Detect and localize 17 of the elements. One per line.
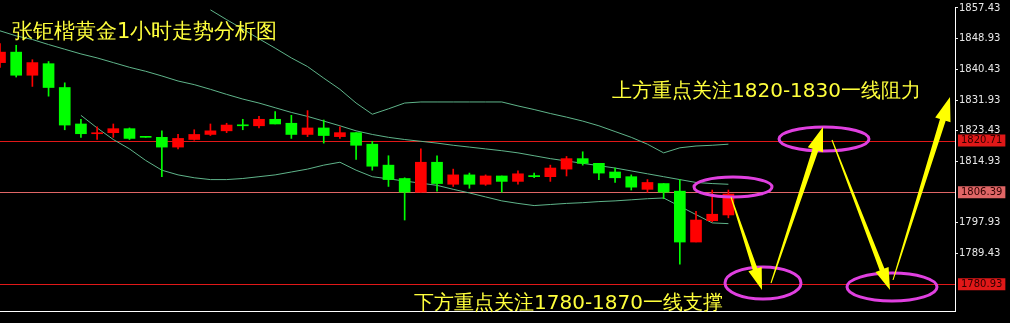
y-tick-label: 1823.43 [959,124,1001,136]
ref-line-label: 1820.71 [961,134,1003,146]
y-tick-label: 1814.93 [959,155,1001,167]
y-tick-label: 1857.43 [959,1,1001,13]
candlestick [91,126,103,140]
y-tick-label: 1797.93 [959,216,1001,228]
text: 张钜楷黄金1小时走势分析图 [12,18,278,45]
ref-line-label: 1780.93 [961,277,1003,289]
annotation: 下方重点关注1780-1870一线支撑 [414,289,724,316]
y-tick-label: 1789.43 [959,247,1001,259]
y-tick-label: 1840.43 [959,62,1001,74]
y-tick-label: 1848.93 [959,32,1001,44]
annotation: 上方重点关注1820-1830一线阻力 [612,77,922,104]
candlestick [156,130,168,178]
candlestick [236,118,249,131]
ref-line-label: 1806.39 [961,185,1003,197]
y-tick-label: 1831.93 [959,93,1001,105]
